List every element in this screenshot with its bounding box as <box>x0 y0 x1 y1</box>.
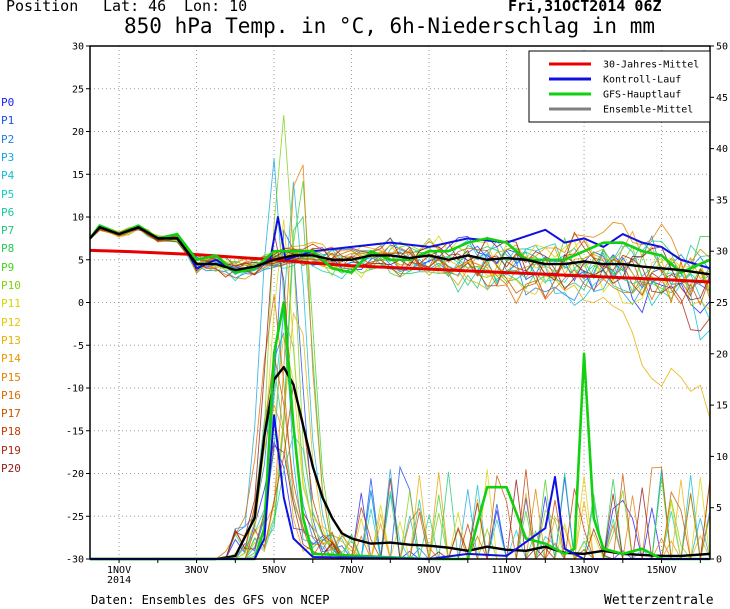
longitude-label: Lon: 10 <box>184 0 248 15</box>
member-label-p15: P15 <box>1 370 21 384</box>
x-tick-label: 1NOV <box>107 565 131 576</box>
member-label-p0: P0 <box>1 96 15 109</box>
y-tick-label: -20 <box>66 469 84 480</box>
member-label-p12: P12 <box>1 315 21 329</box>
y2-tick-label: 40 <box>716 144 728 155</box>
member-precip-line <box>90 354 710 560</box>
member-precip-line <box>90 164 711 560</box>
y2-tick-label: 15 <box>716 401 728 412</box>
y2-tick-label: 0 <box>716 555 722 566</box>
member-precip-line <box>90 434 710 561</box>
x-year-label: 2014 <box>107 575 131 586</box>
y2-tick-label: 50 <box>716 42 728 53</box>
y-tick-label: -10 <box>66 384 84 395</box>
y-tick-label: 0 <box>78 298 84 309</box>
y-tick-label: 20 <box>72 127 84 138</box>
run-time-label: Fri,31OCT2014 06Z <box>508 0 662 15</box>
latitude-label: Lat: 46 <box>103 0 167 15</box>
x-tick-label: 13NOV <box>569 565 599 576</box>
member-label-p9: P9 <box>1 260 15 274</box>
y-tick-label: 10 <box>72 213 84 224</box>
member-precip-line <box>90 115 710 560</box>
x-tick-label: 15NOV <box>647 565 677 576</box>
y2-tick-label: 5 <box>716 503 722 514</box>
x-tick-label: 11NOV <box>492 565 522 576</box>
member-label-p20: P20 <box>1 462 21 475</box>
x-tick-label: 7NOV <box>340 565 364 576</box>
member-temp-line <box>89 221 711 287</box>
ensemble-mittel-line <box>89 226 711 276</box>
y-tick-label: 15 <box>72 170 84 181</box>
member-label-p16: P16 <box>1 388 21 402</box>
y2-tick-label: 25 <box>716 298 728 309</box>
member-label-p4: P4 <box>1 169 15 183</box>
member-label-p7: P7 <box>1 224 15 238</box>
y-tick-label: -15 <box>66 426 84 437</box>
legend-label: GFS-Hauptlauf <box>603 90 681 101</box>
y2-tick-label: 10 <box>716 452 728 463</box>
ensemble-mittel-niederschlag-line <box>90 365 711 561</box>
member-label-p5: P5 <box>1 187 15 201</box>
member-label-p8: P8 <box>1 242 15 256</box>
y2-tick-label: 35 <box>716 195 728 206</box>
member-label-p2: P2 <box>1 132 15 146</box>
member-precip-line <box>90 158 711 560</box>
y-tick-label: -25 <box>66 512 84 523</box>
member-label-p17: P17 <box>1 407 21 421</box>
member-label-p1: P1 <box>1 114 15 128</box>
y-tick-label: -30 <box>66 555 84 566</box>
gfs-hauptlauf-niederschlag-line <box>90 301 710 561</box>
y-tick-label: 30 <box>72 42 84 53</box>
member-precip-line <box>90 384 711 560</box>
member-label-p14: P14 <box>1 352 21 366</box>
y-tick-label: 5 <box>78 255 84 266</box>
chart-title: 850 hPa Temp. in °C, 6h-Niederschlag in … <box>124 14 656 38</box>
legend-label: 30-Jahres-Mittel <box>603 60 699 71</box>
30-jahres-mittel-line <box>89 248 711 284</box>
member-label-p19: P19 <box>1 443 21 457</box>
gfs-hauptlauf-line <box>88 224 711 274</box>
y-tick-label: -5 <box>72 341 84 352</box>
member-label-p18: P18 <box>1 425 21 439</box>
x-tick-label: 3NOV <box>185 565 209 576</box>
y2-tick-label: 45 <box>716 93 728 104</box>
member-label-p10: P10 <box>1 279 21 292</box>
x-tick-label: 9NOV <box>417 565 441 576</box>
legend-label: Ensemble-Mittel <box>603 105 693 116</box>
y2-tick-label: 20 <box>716 349 728 360</box>
member-temp-line <box>89 225 711 291</box>
member-precip-line <box>90 366 711 560</box>
wetterzentrale-brand: Wetterzentrale <box>604 593 714 608</box>
x-tick-label: 5NOV <box>262 565 286 576</box>
member-label-p6: P6 <box>1 205 15 219</box>
legend: 30-Jahres-Mittel Kontroll-Lauf GFS-Hauptla… <box>528 50 711 123</box>
data-source-label: Daten: Ensembles des GFS von NCEP <box>91 593 330 607</box>
member-label-p3: P3 <box>1 150 15 164</box>
y2-tick-label: 30 <box>716 247 728 258</box>
member-label-p13: P13 <box>1 333 21 347</box>
position-label: Position <box>6 0 79 15</box>
member-label-p11: P11 <box>1 297 21 311</box>
y-tick-label: 25 <box>72 84 84 95</box>
legend-label: Kontroll-Lauf <box>603 75 681 86</box>
